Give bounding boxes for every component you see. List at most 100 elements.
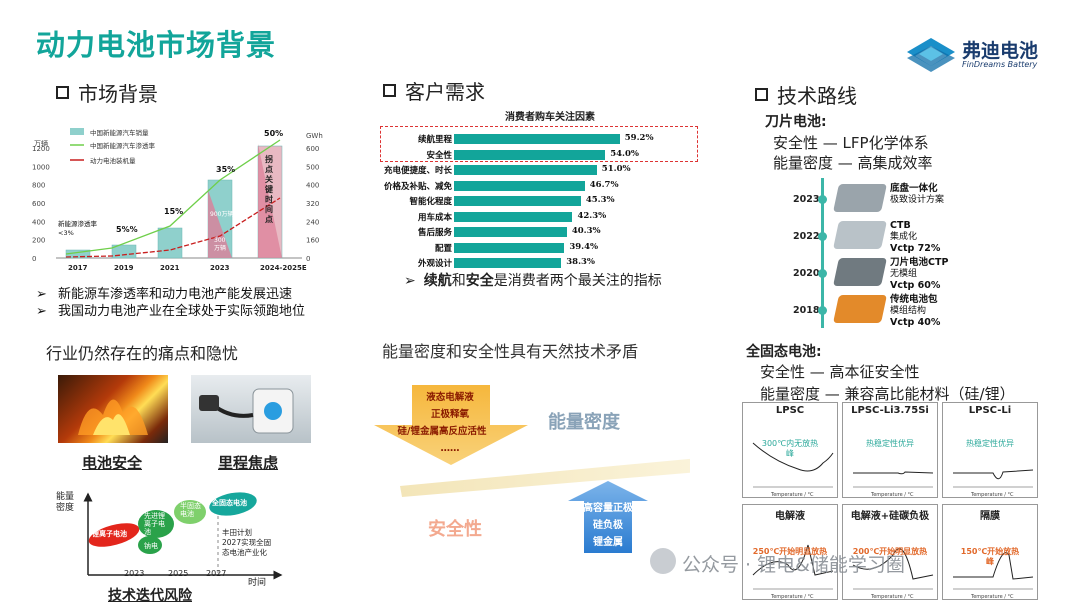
thermal-curve-svg: Temperature / °C bbox=[752, 544, 834, 600]
right-tick: 600 bbox=[306, 145, 319, 153]
timeline-year: 2018 bbox=[793, 305, 820, 316]
factor-bar bbox=[454, 196, 581, 206]
battery-pack-icon bbox=[833, 184, 887, 212]
pct-label: 35% bbox=[216, 165, 235, 174]
right-tick: 0 bbox=[306, 255, 310, 263]
solid-title: 全固态电池: bbox=[746, 344, 822, 360]
cell-x-label: Temperature / °C bbox=[970, 594, 1014, 600]
customer-heading: 客户需求 bbox=[383, 76, 485, 105]
timeline-text: CTB 集成化 Vctp 72% bbox=[890, 220, 941, 254]
market-heading: 市场背景 bbox=[56, 78, 158, 107]
battery-fire-image bbox=[58, 375, 168, 443]
right-tick: 400 bbox=[306, 182, 319, 190]
year-2025: 2025 bbox=[168, 569, 189, 578]
factor-bar bbox=[454, 165, 597, 175]
right-tick: 500 bbox=[306, 163, 319, 171]
cell-title: LPSC-Li3.75Si bbox=[851, 405, 929, 416]
axis-x-label: 时间 bbox=[248, 578, 267, 588]
tradeoff-svg bbox=[374, 385, 690, 553]
cell-note: 热稳定性优异 bbox=[966, 439, 1014, 448]
toyota-note: 丰田计划 2027实现全固 态电池产业化 bbox=[222, 528, 272, 557]
energy-density-label: 能量密度 bbox=[548, 412, 620, 433]
thermal-curve-svg: Temperature / °C bbox=[853, 471, 934, 498]
year-label: 2023 bbox=[210, 264, 230, 272]
factor-value: 46.7% bbox=[589, 179, 619, 190]
arrow-bullet-icon: ➢ bbox=[404, 273, 416, 289]
solid-line-1: 安全性 — 高本征安全性 bbox=[760, 363, 920, 381]
cell-note: 150℃开始放热 峰 bbox=[960, 547, 1020, 566]
right-tick: 320 bbox=[306, 200, 319, 208]
thermal-curve-svg: Temperature / °C bbox=[953, 552, 1034, 600]
left-tick: 1000 bbox=[32, 163, 50, 171]
square-bullet-icon bbox=[56, 86, 69, 99]
factor-bar bbox=[454, 258, 562, 268]
range-anxiety-label: 里程焦虑 bbox=[218, 454, 279, 472]
factor-value: 40.3% bbox=[571, 226, 601, 236]
pct-label: 新能源渗透率 bbox=[58, 219, 98, 228]
tech-risk-label: 技术迭代风险 bbox=[108, 588, 192, 604]
tipping-label: 间 bbox=[265, 204, 273, 214]
right-tick: 240 bbox=[306, 218, 319, 226]
factor-value: 38.3% bbox=[566, 257, 596, 267]
bubble-sodium: 钠电 bbox=[144, 542, 158, 550]
cell-title: 隔膜 bbox=[980, 511, 1000, 522]
factor-label: 智能化程度 bbox=[409, 197, 452, 207]
tipping-label: 点 bbox=[265, 164, 273, 174]
pct-label: 50% bbox=[264, 129, 283, 138]
battery-pack-icon bbox=[833, 258, 887, 286]
factor-label: 价格及补贴、减免 bbox=[383, 181, 452, 192]
timeline-year: 2022 bbox=[793, 231, 820, 242]
cell-title: 电解液 bbox=[775, 511, 805, 522]
battery-safety-label: 电池安全 bbox=[82, 454, 143, 472]
bubble-adv-li-ion: 先进锂离子电池 bbox=[144, 512, 165, 536]
ev-charger-icon bbox=[199, 388, 294, 434]
timeline-year: 2023 bbox=[793, 194, 820, 205]
factor-bar bbox=[454, 227, 567, 237]
legend-1: 中国新能源汽车销量 bbox=[90, 128, 149, 137]
factor-value: 45.3% bbox=[585, 195, 615, 205]
bubble-li-ion: 锂离子电池 bbox=[92, 530, 127, 538]
market-bullet-1: ➢ 新能源车渗透率和动力电池产能发展迅速 bbox=[36, 287, 293, 302]
left-tick: 600 bbox=[32, 200, 45, 208]
thermal-curve bbox=[953, 469, 1034, 480]
factor-bar bbox=[454, 134, 620, 144]
tech-iteration-diagram: 能量 密度 锂离子电池 先进锂离子电池 半固态电池 全固态电池 钠电 丰田计划 … bbox=[56, 490, 326, 606]
watermark: 公众号 · 锂电&储能学习圈 bbox=[682, 554, 905, 576]
legend-2: 中国新能源汽车渗透率 bbox=[90, 141, 156, 150]
timeline-text: 刀片电池CTP 无模组 Vctp 60% bbox=[890, 257, 949, 291]
factor-value: 42.3% bbox=[577, 210, 607, 221]
timeline-dot bbox=[818, 306, 827, 315]
cell-title: LPSC-Li bbox=[968, 405, 1012, 416]
left-tick: 0 bbox=[32, 255, 36, 263]
battery-line bbox=[65, 197, 281, 258]
cell-x-label: Temperature / °C bbox=[770, 492, 814, 498]
timeline-dot bbox=[818, 195, 827, 204]
pct-label: 15% bbox=[164, 207, 183, 216]
factor-bar bbox=[454, 242, 565, 253]
cell-x-label: Temperature / °C bbox=[870, 492, 914, 498]
thermal-cell: LPSC-Li Temperature / °C 热稳定性优异 bbox=[942, 402, 1038, 498]
penetration-line bbox=[65, 139, 281, 255]
pct-label: 5%% bbox=[116, 225, 138, 234]
safety-label: 安全性 bbox=[428, 519, 482, 540]
down-arrow-text: 液态电解液 正极释氧 硅/锂金属高反应活性 …… bbox=[397, 392, 487, 454]
market-chart: 万辆 GWh 1200 1000 800 600 400 200 0 600 500 400 320 24… bbox=[30, 118, 332, 280]
thermal-curve-svg: Temperature / °C bbox=[752, 442, 834, 498]
factor-label: 配置 bbox=[434, 243, 452, 254]
thermal-curve bbox=[953, 552, 1034, 580]
thermal-cell: 电解液+硅碳负极 Temperature / °C 200℃开始明显放热 bbox=[842, 504, 938, 600]
timeline-year: 2020 bbox=[793, 268, 820, 279]
right-tick: 160 bbox=[306, 237, 319, 245]
thermal-cell: 电解液 Temperature / °C 250℃开始明显放热 bbox=[742, 504, 838, 600]
battery-pack-icon bbox=[833, 295, 887, 323]
tradeoff-heading: 能量密度和安全性具有天然技术矛盾 bbox=[382, 342, 639, 361]
thermal-cell: LPSC-Li3.75Si Temperature / °C 热稳定性优异 bbox=[842, 402, 938, 498]
timeline-text: 传统电池包 模组结构 Vctp 40% bbox=[890, 294, 941, 328]
market-chart-svg: 万辆 GWh 1200 1000 800 600 400 200 0 600 500 400 320 24… bbox=[32, 128, 323, 272]
thermal-curve bbox=[853, 471, 934, 475]
tipping-label: 拐 bbox=[265, 154, 273, 164]
year-label: 2021 bbox=[160, 264, 180, 272]
tech-timeline: 2023 底盘一体化 极致设计方案 2022 CTB 集成化 Vctp 72% 2020 刀片电… bbox=[790, 178, 1000, 333]
factor-label: 续航里程 bbox=[417, 135, 452, 145]
year-label: 2017 bbox=[68, 264, 88, 272]
